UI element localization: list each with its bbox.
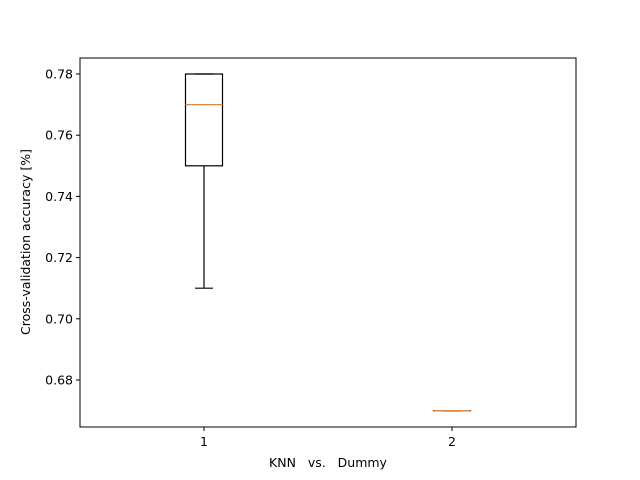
y-tick-label: 0.68 <box>45 373 73 388</box>
x-tick-label: 2 <box>448 434 456 449</box>
y-tick-label: 0.74 <box>45 189 73 204</box>
x-axis-label: KNN vs. Dummy <box>269 455 388 470</box>
plot-content <box>184 73 472 412</box>
y-tick-label: 0.76 <box>45 128 73 143</box>
y-axis-label: Cross-validation accuracy [%] <box>18 149 33 335</box>
box-1 <box>184 73 224 289</box>
y-tick-label: 0.70 <box>45 311 73 326</box>
box-body <box>184 73 224 167</box>
x-tick-label: 1 <box>200 434 208 449</box>
y-tick-label: 0.72 <box>45 250 73 265</box>
y-axis: 0.68 0.70 0.72 0.74 0.76 0.78 <box>45 67 80 388</box>
plot-area-frame <box>79 57 577 428</box>
y-tick-label: 0.78 <box>45 67 73 82</box>
